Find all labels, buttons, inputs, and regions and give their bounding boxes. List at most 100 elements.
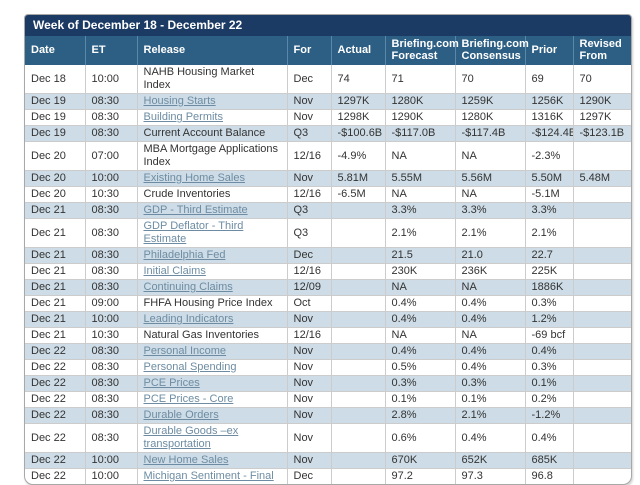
table-row: Dec 20 07:00 MBA Mortgage Applications Ind… — [25, 141, 631, 171]
for-cell: Q3 — [286, 202, 332, 219]
actual-cell — [330, 359, 386, 376]
et-cell: 10:30 — [84, 327, 138, 344]
release-cell: Current Account Balance — [136, 125, 288, 142]
release-link[interactable]: Personal Spending — [143, 361, 237, 373]
date-cell: Dec 20 — [25, 170, 86, 187]
release-link[interactable]: GDP Deflator - Third Estimate — [143, 220, 244, 245]
table-row: Dec 21 08:30 Continuing Claims 12/09 NA NA 188… — [25, 279, 631, 296]
release-label: NAHB Housing Market Index — [143, 66, 255, 91]
forecast-cell: 230K — [384, 263, 456, 280]
release-link[interactable]: Leading Indicators — [143, 313, 234, 325]
et-cell: 07:00 — [84, 141, 138, 171]
prior-cell: 1256K — [524, 93, 574, 110]
table-row: Dec 22 08:30 Durable Orders Nov 2.8% 2.1% -1.2… — [25, 407, 631, 424]
release-cell: Personal Income — [136, 343, 288, 360]
actual-cell — [330, 218, 386, 248]
revised-from-cell — [572, 141, 631, 171]
for-cell: Nov — [286, 375, 332, 392]
for-cell: Nov — [286, 343, 332, 360]
for-cell: Dec — [286, 65, 332, 94]
table-row: Dec 21 10:00 Leading Indicators Nov 0.4% 0.4%… — [25, 311, 631, 328]
release-link[interactable]: Michigan Sentiment - Final — [143, 470, 274, 482]
column-header-briefing-forecast: Briefing.com Forecast — [384, 36, 459, 65]
forecast-cell: 1280K — [384, 93, 456, 110]
et-cell: 08:30 — [84, 359, 138, 376]
table-row: Dec 21 09:00 FHFA Housing Price Index Oct 0.… — [25, 295, 631, 312]
release-link[interactable]: Housing Starts — [143, 95, 216, 107]
revised-from-cell — [572, 311, 631, 328]
consensus-cell: NA — [454, 141, 526, 171]
release-link[interactable]: Continuing Claims — [143, 281, 233, 293]
release-label: FHFA Housing Price Index — [143, 297, 273, 309]
prior-cell: 0.1% — [524, 375, 574, 392]
actual-cell — [330, 468, 386, 484]
for-cell: 12/16 — [286, 263, 332, 280]
for-cell: Dec — [286, 247, 332, 264]
table-row: Dec 22 08:30 Personal Income Nov 0.4% 0.4% 0.4… — [25, 343, 631, 360]
release-link[interactable]: Existing Home Sales — [143, 172, 246, 184]
for-cell: 12/16 — [286, 141, 332, 171]
et-cell: 08:30 — [84, 247, 138, 264]
consensus-cell: 1280K — [454, 109, 526, 126]
actual-cell — [330, 295, 386, 312]
table-row: Dec 21 08:30 Philadelphia Fed Dec 21.5 21.0 22… — [25, 247, 631, 264]
prior-cell: 69 — [524, 65, 574, 94]
release-cell: MBA Mortgage Applications Index — [136, 141, 288, 171]
for-cell: Nov — [286, 452, 332, 469]
release-link[interactable]: Durable Orders — [143, 409, 219, 421]
for-cell: Dec — [286, 468, 332, 484]
for-cell: Nov — [286, 407, 332, 424]
et-cell: 08:30 — [84, 279, 138, 296]
revised-from-cell — [572, 359, 631, 376]
release-link[interactable]: GDP - Third Estimate — [143, 204, 248, 216]
date-cell: Dec 22 — [25, 452, 86, 469]
release-link[interactable]: New Home Sales — [143, 454, 229, 466]
actual-cell: -6.5M — [330, 186, 386, 203]
release-link[interactable]: PCE Prices — [143, 377, 200, 389]
revised-from-cell — [572, 423, 631, 453]
release-cell: Durable Goods –ex transportation — [136, 423, 288, 453]
consensus-cell: 0.4% — [454, 359, 526, 376]
actual-cell: 74 — [330, 65, 386, 94]
actual-cell — [330, 343, 386, 360]
release-cell: FHFA Housing Price Index — [136, 295, 288, 312]
consensus-cell: NA — [454, 327, 526, 344]
et-cell: 08:30 — [84, 375, 138, 392]
table-row: Dec 19 08:30 Housing Starts Nov 1297K 1280K 12… — [25, 93, 631, 110]
release-link[interactable]: Personal Income — [143, 345, 227, 357]
consensus-cell: 0.4% — [454, 311, 526, 328]
forecast-cell: 2.1% — [384, 218, 456, 248]
release-cell: Continuing Claims — [136, 279, 288, 296]
date-cell: Dec 22 — [25, 468, 86, 484]
revised-from-cell — [572, 263, 631, 280]
table-row: Dec 22 08:30 PCE Prices Nov 0.3% 0.3% 0.1% — [25, 375, 631, 392]
revised-from-cell — [572, 279, 631, 296]
prior-cell: 0.4% — [524, 343, 574, 360]
release-cell: Philadelphia Fed — [136, 247, 288, 264]
release-link[interactable]: PCE Prices - Core — [143, 393, 234, 405]
prior-cell: 1316K — [524, 109, 574, 126]
release-cell: Housing Starts — [136, 93, 288, 110]
table-row: Dec 22 08:30 PCE Prices - Core Nov 0.1% 0.1% 0… — [25, 391, 631, 408]
release-link[interactable]: Initial Claims — [143, 265, 206, 277]
forecast-cell: 0.6% — [384, 423, 456, 453]
for-cell: Q3 — [286, 125, 332, 142]
actual-cell — [330, 202, 386, 219]
release-cell: Leading Indicators — [136, 311, 288, 328]
et-cell: 08:30 — [84, 423, 138, 453]
et-cell: 08:30 — [84, 93, 138, 110]
consensus-cell: 0.4% — [454, 295, 526, 312]
consensus-cell: NA — [454, 186, 526, 203]
prior-cell: 1.2% — [524, 311, 574, 328]
release-link[interactable]: Building Permits — [143, 111, 223, 123]
date-cell: Dec 21 — [25, 247, 86, 264]
table-row: Dec 22 08:30 Personal Spending Nov 0.5% 0.4% 0… — [25, 359, 631, 376]
release-link[interactable]: Philadelphia Fed — [143, 249, 226, 261]
et-cell: 09:00 — [84, 295, 138, 312]
actual-cell: 1297K — [330, 93, 386, 110]
table-row: Dec 21 08:30 Initial Claims 12/16 230K 236K 22… — [25, 263, 631, 280]
et-cell: 08:30 — [84, 263, 138, 280]
economic-calendar-table: Date ET Release For Actual Briefing.com … — [25, 36, 631, 484]
release-cell: PCE Prices — [136, 375, 288, 392]
release-link[interactable]: Durable Goods –ex transportation — [143, 425, 239, 450]
